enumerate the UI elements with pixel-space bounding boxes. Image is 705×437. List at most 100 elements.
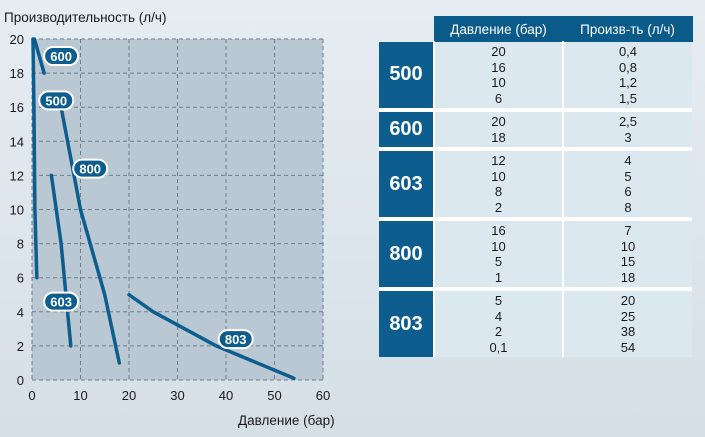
y-tick-label: 10 xyxy=(10,203,24,218)
y-tick-label: 6 xyxy=(17,271,24,286)
pressure-cell: 12 10 8 2 xyxy=(433,149,563,221)
flow-value: 8 xyxy=(624,199,632,215)
y-tick-label: 18 xyxy=(10,66,24,81)
y-tick-label: 4 xyxy=(17,305,24,320)
pressure-value: 10 xyxy=(491,238,506,254)
x-tick-label: 30 xyxy=(170,388,184,403)
pressure-value: 18 xyxy=(491,129,506,145)
series-badge-label-800: 800 xyxy=(79,162,101,177)
pressure-cell: 5 4 2 0,1 xyxy=(433,289,563,357)
pressure-value: 8 xyxy=(494,184,503,199)
series-badge-800 xyxy=(72,158,109,179)
flow-value: 20 xyxy=(620,293,636,308)
y-tick-label: 0 xyxy=(17,373,24,388)
flow-value: 54 xyxy=(620,339,636,355)
pressure-value: 1 xyxy=(494,269,503,285)
pressure-value: 5 xyxy=(494,254,503,269)
pressure-value: 0,1 xyxy=(489,339,508,355)
flow-cell: 20 25 38 54 xyxy=(562,289,692,357)
flow-value: 15 xyxy=(620,254,636,269)
pressure-value: 4 xyxy=(494,308,503,324)
flow-value: 7 xyxy=(624,223,632,238)
pressure-value: 10 xyxy=(491,168,506,184)
flow-value: 4 xyxy=(624,153,632,168)
table-header-row: Давление (бар) Произв-ть (л/ч) xyxy=(379,16,693,42)
x-axis-title: Давление (бар) xyxy=(238,413,335,428)
x-tick-label: 20 xyxy=(122,388,136,403)
series-badges: 600 500 800 603 803 xyxy=(38,46,254,350)
pressure-value: 12 xyxy=(491,153,506,168)
series-badge-label-603: 603 xyxy=(50,295,72,310)
flow-cell: 7 10 15 18 xyxy=(562,219,692,291)
series-badge-803 xyxy=(217,329,254,350)
series-line-800 xyxy=(59,105,122,365)
table-row: 500 20 16 10 6 0,4 0,8 1,2 1,5 xyxy=(379,41,692,112)
pressure-cell: 20 16 10 6 xyxy=(433,41,563,112)
series-badge-label-500: 500 xyxy=(45,93,67,108)
y-tick-label: 20 xyxy=(10,32,24,47)
pressure-value: 5 xyxy=(494,293,503,308)
pressure-value: 20 xyxy=(491,44,506,59)
series-badge-603 xyxy=(43,291,80,312)
flow-value: 10 xyxy=(620,238,636,254)
table-row: 800 16 10 5 1 7 10 15 18 xyxy=(379,219,692,291)
x-tick-label: 10 xyxy=(73,388,87,403)
series-badge-600 xyxy=(43,46,80,67)
series-badge-label-803: 803 xyxy=(225,332,247,347)
pressure-value: 2 xyxy=(494,324,503,339)
x-tick-label: 40 xyxy=(219,388,233,403)
model-cell: 603 xyxy=(379,149,434,221)
header-flow: Произв-ть (л/ч) xyxy=(562,16,693,42)
flow-value: 3 xyxy=(624,129,632,145)
table-row: 600 20 18 2,5 3 xyxy=(379,110,692,151)
flow-value: 1,5 xyxy=(618,90,638,106)
table-row: 603 12 10 8 2 4 5 6 8 xyxy=(379,149,692,221)
x-tick-label: 60 xyxy=(316,388,330,403)
pressure-value: 2 xyxy=(494,199,503,215)
pressure-cell: 20 18 xyxy=(433,110,563,151)
pressure-value: 6 xyxy=(494,90,503,106)
model-cell: 600 xyxy=(379,110,434,151)
model-cell: 803 xyxy=(379,289,434,357)
table-header-blank xyxy=(379,17,434,42)
series-badge-label-600: 600 xyxy=(50,49,72,64)
pressure-value: 16 xyxy=(491,223,506,238)
header-pressure: Давление (бар) xyxy=(433,16,564,42)
y-tick-label: 16 xyxy=(10,100,24,115)
y-tick-label: 12 xyxy=(10,168,24,183)
pressure-value: 20 xyxy=(491,114,506,129)
series-line-803 xyxy=(127,293,296,381)
flow-cell: 2,5 3 xyxy=(562,110,692,151)
y-tick-label: 14 xyxy=(10,134,24,149)
pressure-value: 16 xyxy=(491,59,506,75)
x-tick-labels: 0 10 20 30 40 50 60 xyxy=(28,388,330,403)
table-row: 803 5 4 2 0,1 20 25 38 54 xyxy=(379,289,692,357)
model-cell: 800 xyxy=(379,219,434,291)
flow-value: 0,4 xyxy=(618,44,638,59)
pressure-cell: 16 10 5 1 xyxy=(433,219,563,291)
flow-value: 38 xyxy=(620,324,636,339)
x-tick-label: 0 xyxy=(28,388,35,403)
performance-table: Давление (бар) Произв-ть (л/ч) 500 20 16 10… xyxy=(379,16,693,357)
flow-cell: 0,4 0,8 1,2 1,5 xyxy=(562,41,692,112)
flow-value: 2,5 xyxy=(618,114,638,129)
pressure-value: 10 xyxy=(491,75,506,90)
x-tick-label: 50 xyxy=(267,388,281,403)
flow-value: 18 xyxy=(620,269,636,285)
flow-value: 6 xyxy=(624,184,632,199)
flow-value: 0,8 xyxy=(618,59,638,75)
model-cell: 500 xyxy=(379,41,434,112)
flow-value: 25 xyxy=(620,308,636,324)
flow-value: 5 xyxy=(624,168,632,184)
table-body: 500 20 16 10 6 0,4 0,8 1,2 1,5 600 20 18 2,5 3 603 12 10… xyxy=(379,41,692,357)
series-line-600 xyxy=(32,37,46,75)
y-axis-title: Производительность (л/ч) xyxy=(4,10,166,25)
flow-value: 1,2 xyxy=(618,75,638,90)
y-tick-labels: 0 2 4 6 8 10 12 14 16 18 20 xyxy=(10,32,24,388)
y-tick-label: 8 xyxy=(17,237,24,252)
series-line-500 xyxy=(31,37,39,280)
series-badge-500 xyxy=(38,90,75,111)
y-tick-label: 2 xyxy=(17,339,24,354)
